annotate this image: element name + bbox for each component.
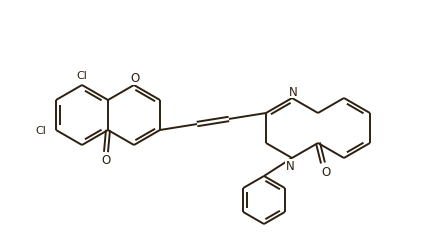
Text: N: N — [289, 85, 297, 98]
Text: Cl: Cl — [77, 71, 87, 81]
Text: N: N — [286, 160, 294, 173]
Text: O: O — [321, 165, 331, 178]
Text: Cl: Cl — [35, 126, 46, 136]
Text: O: O — [101, 154, 110, 167]
Text: O: O — [130, 72, 139, 85]
